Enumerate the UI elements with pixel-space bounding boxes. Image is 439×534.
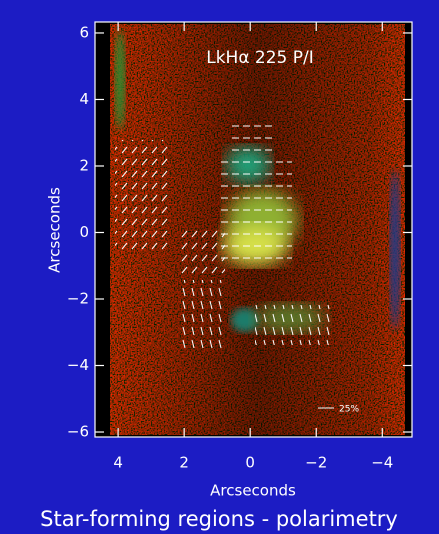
x-axis-label: Arcseconds [210, 482, 296, 500]
y-tick-label: 0 [79, 223, 89, 241]
x-tick-label: 4 [113, 454, 123, 472]
y-tick-label: −4 [67, 356, 89, 374]
chart-title: LkHα 225 P/I [206, 48, 314, 68]
x-tick-label: −4 [371, 454, 393, 472]
caption: Star-forming regions - polarimetry [40, 507, 398, 531]
chart: 25% LkHα 225 P/I Arcseconds Arcseconds S… [0, 0, 439, 534]
y-tick-label: 4 [79, 90, 89, 108]
y-axis-label: Arcseconds [46, 187, 64, 273]
y-tick-label: −2 [67, 289, 89, 307]
x-tick-label: 2 [179, 454, 189, 472]
y-tick-label: −6 [67, 423, 89, 441]
x-tick-label: 0 [245, 454, 255, 472]
x-tick-label: −2 [305, 454, 327, 472]
scale-label: 25% [339, 405, 359, 415]
y-tick-label: 6 [79, 23, 89, 41]
y-tick-label: 2 [79, 156, 89, 174]
